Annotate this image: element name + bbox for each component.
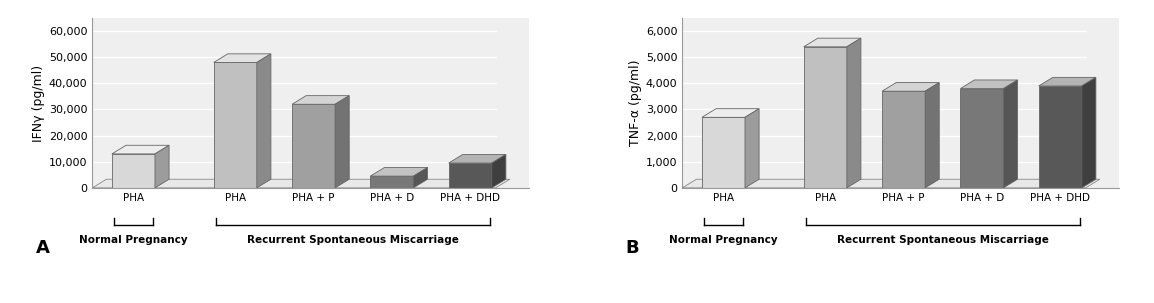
Polygon shape — [92, 179, 510, 188]
Polygon shape — [960, 88, 1004, 188]
Polygon shape — [803, 38, 861, 47]
Text: A: A — [36, 239, 50, 257]
Polygon shape — [213, 62, 257, 188]
Polygon shape — [413, 168, 427, 188]
Polygon shape — [682, 179, 1100, 188]
Polygon shape — [370, 176, 413, 188]
Polygon shape — [370, 168, 427, 176]
Polygon shape — [1039, 77, 1096, 86]
Polygon shape — [702, 117, 745, 188]
Polygon shape — [112, 145, 170, 154]
Polygon shape — [745, 109, 759, 188]
Text: Recurrent Spontaneous Miscarriage: Recurrent Spontaneous Miscarriage — [837, 235, 1049, 245]
Polygon shape — [882, 83, 939, 91]
Polygon shape — [292, 96, 350, 104]
Polygon shape — [335, 96, 350, 188]
Polygon shape — [449, 163, 492, 188]
Polygon shape — [926, 83, 939, 188]
Polygon shape — [803, 47, 847, 188]
Polygon shape — [492, 155, 505, 188]
Polygon shape — [847, 38, 861, 188]
Polygon shape — [292, 104, 335, 188]
Polygon shape — [702, 109, 759, 117]
Text: Recurrent Spontaneous Miscarriage: Recurrent Spontaneous Miscarriage — [247, 235, 458, 245]
Text: Normal Pregnancy: Normal Pregnancy — [80, 235, 188, 245]
Polygon shape — [112, 154, 155, 188]
Polygon shape — [449, 155, 505, 163]
Polygon shape — [213, 54, 271, 62]
Polygon shape — [257, 54, 271, 188]
Text: B: B — [625, 239, 639, 257]
Polygon shape — [155, 145, 170, 188]
Polygon shape — [1081, 77, 1096, 188]
Polygon shape — [1004, 80, 1018, 188]
Text: Normal Pregnancy: Normal Pregnancy — [669, 235, 778, 245]
Y-axis label: IFNγ (pg/ml): IFNγ (pg/ml) — [31, 65, 45, 142]
Polygon shape — [882, 91, 926, 188]
Y-axis label: TNF-α (pg/ml): TNF-α (pg/ml) — [629, 60, 642, 146]
Polygon shape — [1039, 86, 1081, 188]
Polygon shape — [960, 80, 1018, 88]
